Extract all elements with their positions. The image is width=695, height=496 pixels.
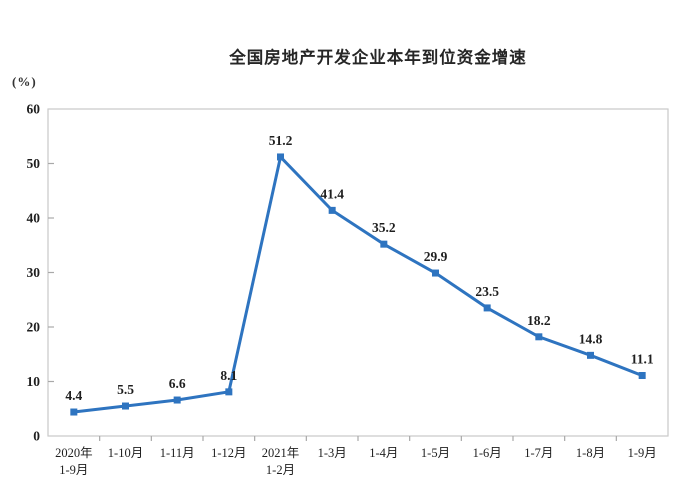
y-axis-tick-label: 30 (27, 265, 41, 280)
y-axis-tick-label: 50 (27, 156, 41, 171)
x-axis-tick-label: 1-4月 (369, 446, 398, 460)
x-axis-tick-label: 1-9月 (628, 446, 657, 460)
y-axis-tick-label: 40 (27, 211, 41, 226)
y-axis-tick-label: 60 (27, 102, 41, 117)
data-point-label: 18.2 (527, 313, 551, 328)
data-point-marker (587, 351, 594, 359)
x-axis-tick-label: 1-12月 (211, 446, 246, 460)
data-point-marker (483, 304, 491, 312)
data-point-marker (277, 153, 284, 161)
x-axis-tick-label: 1-3月 (318, 446, 347, 460)
x-axis-tick-label: 1-5月 (421, 446, 450, 460)
data-point-marker (225, 388, 233, 396)
data-point-label: 8.1 (220, 368, 237, 383)
y-axis-unit-label: (%) (12, 74, 37, 89)
data-point-label: 5.5 (117, 382, 134, 397)
data-point-label: 23.5 (475, 284, 499, 299)
data-point-label: 41.4 (320, 186, 344, 201)
y-axis-tick-label: 10 (27, 374, 41, 389)
data-point-label: 29.9 (424, 249, 448, 264)
data-point-marker (173, 396, 181, 404)
data-point-label: 51.2 (269, 133, 293, 148)
data-line (73, 153, 643, 414)
data-point-marker (380, 240, 388, 248)
data-point-marker (70, 408, 78, 416)
x-axis-tick-label: 2020年 (55, 446, 93, 460)
data-point-marker (535, 333, 543, 341)
x-axis-tick-label: 1-2月 (266, 463, 295, 477)
data-point-label: 6.6 (169, 376, 186, 391)
data-point-marker (122, 402, 129, 410)
x-axis-tick-label: 1-8月 (576, 446, 605, 460)
plot-border (47, 108, 669, 437)
data-point-label: 4.4 (65, 388, 82, 403)
x-axis-tick-label: 1-11月 (160, 446, 195, 460)
x-axis-tick-label: 1-6月 (473, 446, 502, 460)
data-point-label: 14.8 (579, 331, 603, 346)
x-axis-tick-label: 1-10月 (108, 446, 143, 460)
y-axis-tick-label: 20 (27, 320, 41, 335)
data-point-marker (432, 269, 439, 277)
data-point-label: 11.1 (631, 352, 654, 367)
data-point-label: 35.2 (372, 220, 396, 235)
data-point-marker (638, 372, 646, 380)
y-axis-tick-label: 0 (33, 429, 40, 444)
x-axis-tick-label: 1-9月 (59, 463, 88, 477)
x-axis-tick-label: 1-7月 (524, 446, 553, 460)
x-axis-tick-label: 2021年 (262, 446, 300, 460)
data-point-marker (328, 206, 336, 214)
chart-title: 全国房地产开发企业本年到位资金增速 (229, 49, 527, 67)
